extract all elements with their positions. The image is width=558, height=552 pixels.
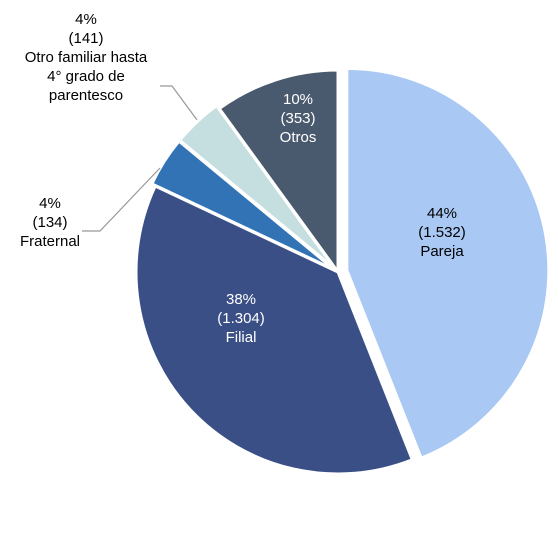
percent-label: 38% (225, 291, 257, 308)
slice-label: 10% (353) Otros (213, 90, 383, 147)
slice-label: 4% (134) Fraternal (0, 194, 135, 251)
percent-label: 4% (39, 195, 61, 212)
category-label: Filial (225, 329, 257, 346)
count-label: (141) (68, 30, 104, 47)
slice-label: 4% (141) Otro familiar hasta 4° grado de p… (1, 10, 171, 105)
count-label: (134) (32, 214, 68, 231)
count-label: (353) (280, 110, 316, 127)
category-label: Otros (279, 129, 317, 146)
leader-line (160, 85, 204, 129)
category-label: Otro familiar hasta 4° grado de parentes… (24, 49, 148, 104)
category-label: Pareja (420, 243, 464, 260)
percent-label: 10% (282, 91, 314, 108)
pie-slice (134, 183, 415, 476)
percent-label: 44% (426, 205, 458, 222)
pie-slice (177, 103, 337, 271)
pie-slice (345, 66, 551, 461)
slice-label: 38% (1.304) Filial (156, 290, 326, 347)
slice-label: 44% (1.532) Pareja (357, 204, 527, 261)
pie-slice (217, 68, 340, 277)
category-label: Fraternal (19, 233, 81, 250)
percent-label: 4% (75, 11, 97, 28)
count-label: (1.304) (217, 310, 265, 327)
count-label: (1.532) (418, 224, 466, 241)
leader-line (82, 167, 161, 232)
